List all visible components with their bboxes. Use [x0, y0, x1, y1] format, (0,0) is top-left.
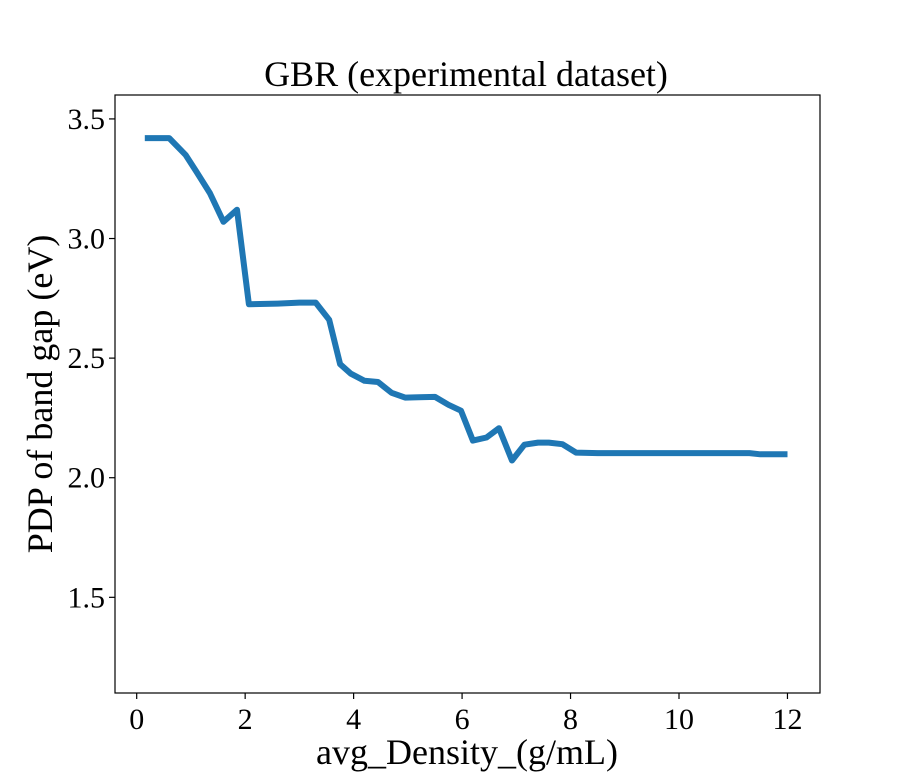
series-line: [144, 135, 788, 464]
y-tick-label: 3.0: [68, 223, 106, 256]
x-tick-label: 10: [664, 703, 694, 736]
x-tick-label: 4: [346, 703, 361, 736]
y-axis-ticks: 1.5 2.0 2.5 3.0 3.5: [68, 103, 115, 614]
x-tick-label: 6: [455, 703, 470, 736]
y-tick-label: 1.5: [68, 581, 106, 614]
y-tick-label: 3.5: [68, 103, 106, 136]
x-tick-label: 2: [238, 703, 253, 736]
plot-frame: [114, 94, 821, 694]
x-axis-ticks: 0 2 4 6 8 10 12: [129, 693, 802, 736]
x-tick-label: 12: [772, 703, 802, 736]
plot-area: 0 2 4 6 8 10 12 1.5 2.0 2.5 3.0 3.5: [68, 94, 821, 736]
x-axis-label: avg_Density_(g/mL): [316, 732, 618, 772]
y-tick-label: 2.0: [68, 462, 106, 495]
chart-title: GBR (experimental dataset): [264, 54, 668, 94]
y-axis-label: PDP of band gap (eV): [20, 235, 60, 554]
x-tick-label: 0: [129, 703, 144, 736]
x-tick-label: 8: [563, 703, 578, 736]
y-tick-label: 2.5: [68, 342, 106, 375]
